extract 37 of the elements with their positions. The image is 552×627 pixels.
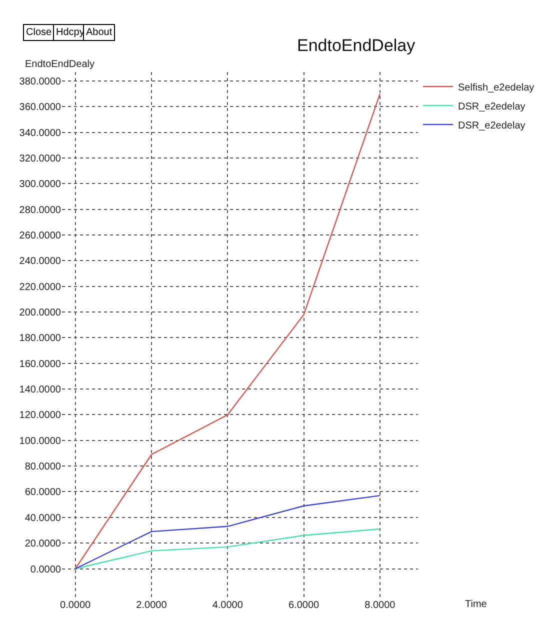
y-tick-label: 100.0000: [19, 436, 62, 447]
x-tick-label: 4.0000: [212, 600, 244, 611]
y-tick-label: 0.0000: [30, 564, 62, 576]
x-axis-title: Time: [465, 599, 488, 610]
legend-label: DSR_e2edelay: [458, 101, 526, 112]
y-tick-label: 40.0000: [24, 512, 62, 524]
line-series: [74, 528, 381, 570]
x-tick-label: 0.0000: [60, 600, 92, 611]
y-tick-label: 220.0000: [19, 282, 62, 293]
x-tick-label: 6.0000: [288, 600, 320, 611]
legend-label: DSR_e2edelay: [458, 120, 526, 132]
y-tick-label: 260.0000: [19, 230, 62, 242]
line-series: [74, 93, 381, 570]
y-tick-label: 280.0000: [19, 204, 62, 216]
y-tick-label: 380.0000: [19, 76, 62, 88]
y-tick-label: 180.0000: [19, 333, 62, 344]
text: Hdcpy: [56, 27, 84, 38]
y-tick-label: 60.0000: [24, 487, 62, 498]
legend-label: Selfish_e2edelay: [458, 82, 534, 94]
y-tick-label: 120.0000: [19, 410, 62, 422]
y-tick-label: 20.0000: [24, 538, 62, 550]
y-tick-label: 160.0000: [19, 358, 62, 370]
x-tick-label: 2.0000: [136, 600, 168, 611]
y-tick-label: 240.0000: [19, 256, 62, 268]
y-axis-title: EndtoEndDealy: [25, 59, 94, 70]
y-tick-label: 300.0000: [19, 179, 62, 190]
line-series: [74, 494, 381, 570]
text: Close: [26, 27, 52, 38]
y-tick-label: 140.0000: [19, 384, 62, 396]
text: About: [86, 27, 112, 38]
y-tick-label: 360.0000: [19, 102, 62, 114]
y-tick-label: 320.0000: [19, 154, 62, 164]
y-tick-label: 200.0000: [19, 308, 62, 319]
x-tick-label: 8.0000: [364, 600, 396, 611]
y-tick-label: 80.0000: [24, 462, 62, 473]
y-tick-label: 340.0000: [19, 128, 62, 139]
chart-title: EndtoEndDelay: [297, 36, 416, 55]
